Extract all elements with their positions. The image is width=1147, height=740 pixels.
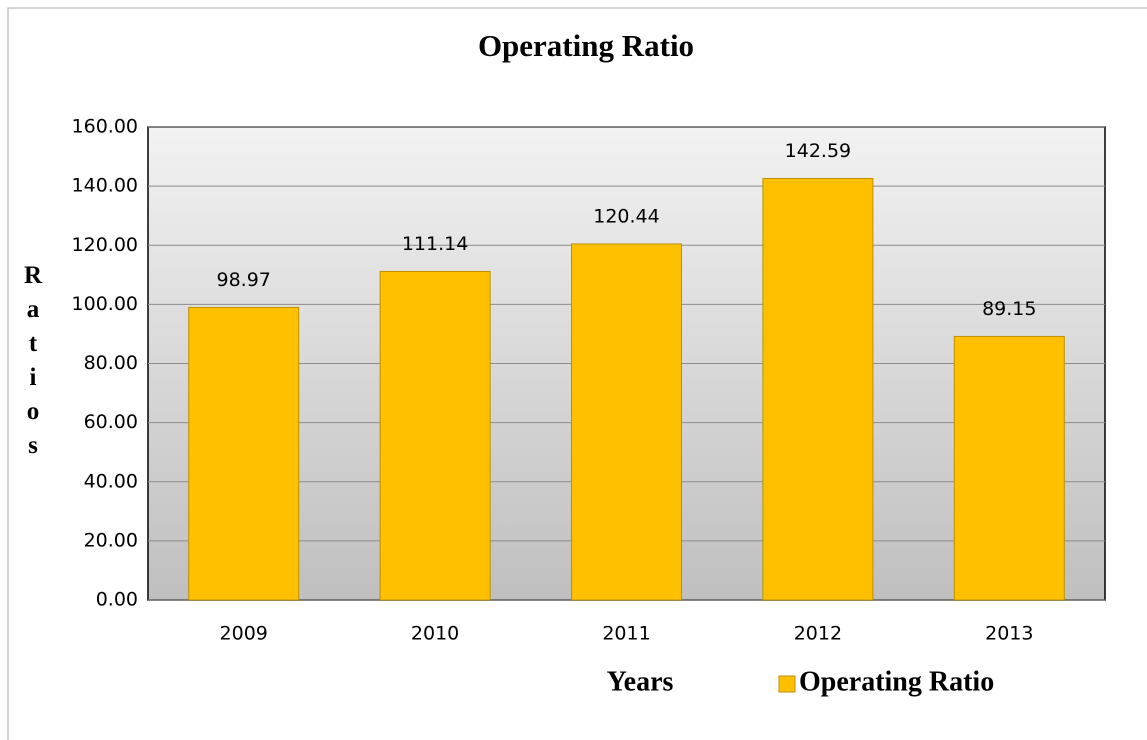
data-label: 89.15 <box>982 298 1036 320</box>
y-tick-label: 120.00 <box>72 234 138 256</box>
y-tick-label: 160.00 <box>72 116 138 138</box>
bar <box>953 335 1065 601</box>
chart-title: Operating Ratio <box>478 28 694 63</box>
frame <box>7 7 1147 740</box>
y-tick-label: 100.00 <box>72 293 138 315</box>
y-tick-label: 60.00 <box>84 411 138 433</box>
bar <box>379 270 491 601</box>
bar <box>188 306 300 601</box>
y-tick-label: 80.00 <box>84 352 138 374</box>
bar <box>762 177 874 601</box>
data-label: 98.97 <box>216 269 270 291</box>
y-tick-label: 20.00 <box>84 529 138 551</box>
x-tick-label: 2009 <box>220 623 268 645</box>
legend-swatch <box>778 675 796 693</box>
data-label: 111.14 <box>402 233 468 255</box>
x-tick-label: 2011 <box>602 623 650 645</box>
x-axis-label: Years <box>607 666 674 697</box>
y-tick-label: 140.00 <box>72 175 138 197</box>
data-label: 120.44 <box>593 205 659 227</box>
y-tick-label: 40.00 <box>84 470 138 492</box>
x-tick-label: 2010 <box>411 623 459 645</box>
bar <box>571 243 682 601</box>
y-tick-label: 0.00 <box>96 589 138 611</box>
x-tick-label: 2013 <box>985 623 1033 645</box>
data-label: 142.59 <box>785 140 851 162</box>
x-tick-label: 2012 <box>794 623 842 645</box>
legend-label: Operating Ratio <box>799 666 994 697</box>
y-axis-label: Ratios <box>20 262 47 466</box>
